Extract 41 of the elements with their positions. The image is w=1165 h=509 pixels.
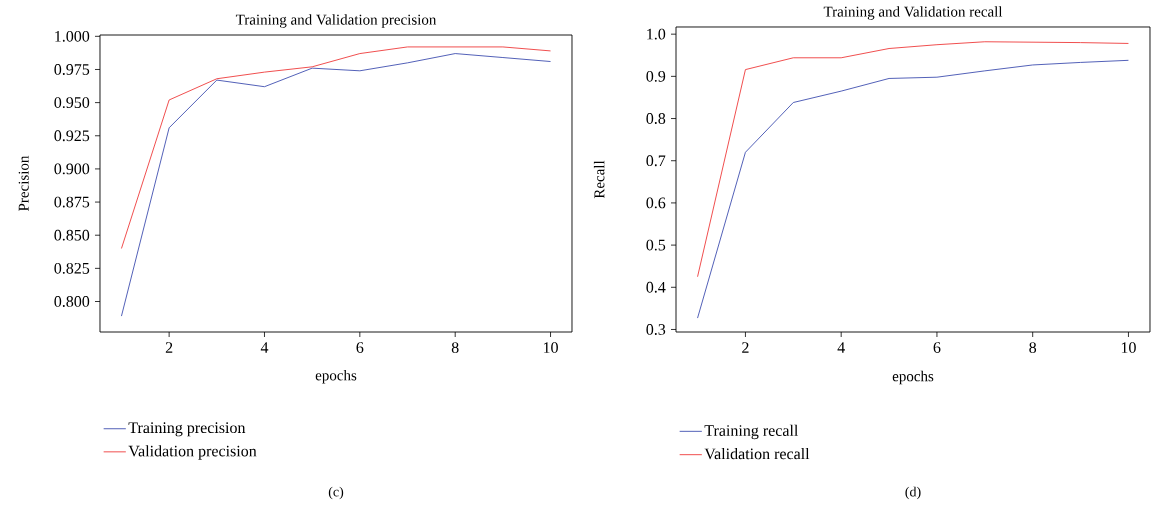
y-axis-title: Precision [18, 155, 29, 211]
x-axis-title: epochs [315, 369, 357, 384]
text: (c) [328, 486, 344, 500]
y-tick-label: 0.925 [54, 130, 90, 142]
x-tick-label: 2 [742, 342, 749, 353]
x-tick-label: 8 [1029, 342, 1037, 353]
line-series [121, 53, 551, 317]
x-tick-label: 10 [1121, 342, 1136, 353]
x-tick-label: 2 [165, 342, 173, 353]
x-tick-label: 4 [260, 342, 269, 353]
x-tick-label: 6 [356, 342, 364, 353]
x-tick-label: 8 [451, 342, 459, 353]
y-tick-label: 1.000 [55, 30, 90, 42]
y-tick-label: 1.0 [647, 28, 666, 40]
x-axis-title: epochs [892, 370, 934, 385]
x-tick-label: 6 [933, 342, 941, 353]
y-tick-label: 0.900 [54, 163, 90, 175]
legend-label: Training precision [128, 422, 246, 437]
y-tick-label: 0.9 [646, 70, 666, 82]
y-tick-label: 0.5 [646, 239, 666, 251]
chart-title: Training and Validation recall [823, 6, 1003, 20]
chart-title: Training and Validation precision [235, 14, 437, 28]
y-tick-label: 0.800 [54, 296, 90, 307]
y-tick-label: 0.4 [646, 281, 666, 293]
y-tick-label: 0.7 [646, 155, 666, 167]
y-tick-label: 0.975 [54, 64, 90, 75]
y-tick-label: 0.8 [646, 113, 666, 124]
legend-label: Validation recall [704, 448, 810, 460]
y-tick-label: 0.825 [54, 262, 90, 274]
legend-label: Training recall [704, 424, 799, 440]
x-tick-label: 4 [837, 342, 845, 353]
y-tick-label: 0.950 [54, 97, 90, 109]
y-axis-title: Recall [593, 160, 605, 199]
y-tick-label: 0.875 [54, 196, 90, 208]
legend-label: Validation precision [128, 445, 257, 460]
text: (d) [905, 486, 921, 500]
line-series [697, 59, 1129, 319]
y-tick-label: 0.6 [646, 197, 666, 209]
y-tick-label: 0.3 [646, 324, 666, 335]
x-tick-label: 10 [543, 342, 558, 353]
y-tick-label: 0.850 [54, 229, 90, 241]
